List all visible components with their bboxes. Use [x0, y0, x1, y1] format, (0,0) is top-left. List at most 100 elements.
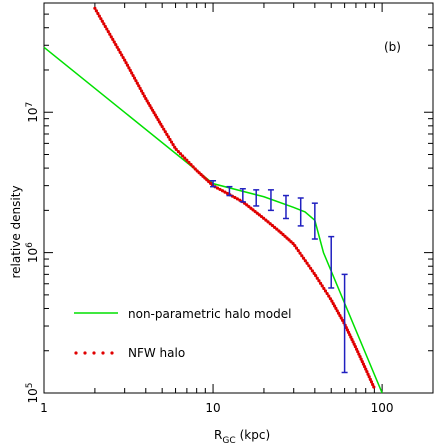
y-tick-label-exponent: 7	[25, 102, 35, 108]
legend-label-nfw: NFW halo	[128, 346, 185, 360]
series-dot-nfw	[220, 189, 225, 193]
series-dot-nfw	[349, 335, 353, 339]
series-dot-nfw	[341, 318, 345, 323]
series-dot-nfw	[125, 63, 130, 67]
series-dot-nfw	[153, 113, 157, 117]
series-dot-nfw	[131, 73, 135, 78]
series-dot-nfw	[99, 17, 103, 21]
series-dot-nfw	[132, 76, 137, 80]
x-tick-label: 100	[371, 401, 394, 415]
series-dot-nfw	[185, 158, 189, 162]
series-dot-nfw	[325, 291, 329, 296]
series-dot-nfw	[157, 120, 162, 124]
x-axis-label-sub: GC	[222, 436, 235, 446]
y-tick-label-base: 10	[26, 107, 40, 122]
series-dot-nfw	[275, 227, 279, 231]
series-dot-nfw	[335, 309, 339, 313]
series-dot-nfw	[317, 279, 321, 283]
series-dot-nfw	[130, 71, 134, 75]
series-dot-nfw	[115, 45, 119, 49]
series-dot-nfw	[121, 55, 125, 60]
y-axis-label: relative density	[9, 185, 23, 278]
series-dot-nfw	[366, 372, 370, 376]
y-tick-label: 105	[25, 382, 40, 403]
series-dot-nfw	[346, 330, 351, 334]
series-dot-nfw	[353, 344, 357, 349]
series-dot-nfw	[149, 106, 153, 110]
series-dot-nfw	[322, 286, 326, 291]
series-dot-nfw	[309, 266, 313, 270]
series-dot-nfw	[96, 11, 100, 16]
series-dot-nfw	[123, 58, 127, 62]
series-dot-nfw	[266, 220, 270, 224]
series-dot-nfw	[291, 241, 295, 246]
series-dot-nfw	[348, 333, 352, 337]
series-dot-nfw	[109, 35, 113, 39]
series-dot-nfw	[307, 264, 311, 268]
series-dot-nfw	[114, 42, 118, 47]
legend-swatch-dot	[74, 351, 78, 355]
series-dot-nfw	[360, 360, 364, 364]
legend-swatch-nfw	[74, 351, 114, 355]
series-dot-nfw	[151, 108, 155, 112]
series-dot-nfw	[357, 352, 361, 356]
series-dot-nfw	[137, 84, 141, 88]
y-tick-label: 106	[25, 242, 40, 263]
series-dot-nfw	[173, 145, 177, 149]
series-dot-nfw	[155, 115, 159, 119]
legend-label-model: non-parametric halo model	[128, 307, 291, 321]
series-dot-nfw	[100, 19, 104, 23]
series-dot-nfw	[354, 347, 359, 351]
series-dot-nfw	[359, 357, 363, 361]
series-dot-nfw	[339, 316, 343, 320]
series-dot-nfw	[303, 259, 307, 263]
series-dot-nfw	[128, 68, 132, 73]
series-dot-nfw	[301, 256, 306, 260]
series-dot-nfw	[235, 197, 239, 201]
series-dot-nfw	[233, 195, 237, 200]
legend-swatch-dot	[110, 351, 114, 355]
series-dot-nfw	[261, 216, 266, 220]
series-dot-nfw	[135, 81, 139, 85]
series-dot-nfw	[166, 135, 171, 139]
series-dot-nfw	[268, 222, 272, 226]
series-dot-nfw	[178, 152, 183, 156]
panel-label: (b)	[384, 40, 401, 54]
series-line-model	[43, 46, 383, 394]
series-dot-nfw	[171, 143, 175, 147]
series-dot-nfw	[350, 337, 354, 342]
series-dot-nfw	[112, 40, 116, 44]
series-dot-nfw	[106, 30, 110, 34]
series-dot-nfw	[145, 99, 149, 103]
series-dot-nfw	[144, 97, 148, 101]
series-dot-nfw	[364, 367, 368, 371]
series-dot-nfw	[139, 89, 144, 93]
series-dot-nfw	[298, 251, 302, 255]
series-dot-nfw	[102, 22, 106, 26]
series-dot-nfw	[148, 104, 152, 108]
series-dot-nfw	[159, 122, 163, 126]
series-dot-nfw	[160, 125, 164, 129]
series-dot-nfw	[218, 187, 222, 192]
series-dot-nfw	[310, 269, 314, 273]
series-dot-nfw	[189, 163, 193, 167]
series-dot-nfw	[118, 50, 122, 54]
series-dot-nfw	[361, 362, 366, 366]
series-dot-nfw	[103, 24, 107, 29]
series-dot-nfw	[124, 61, 128, 65]
series-dot-nfw	[215, 186, 220, 190]
series-dot-nfw	[332, 304, 337, 308]
series-dot-nfw	[111, 37, 115, 42]
series-dot-nfw	[358, 355, 362, 359]
series-dot-nfw	[369, 380, 374, 384]
series-dot-nfw	[152, 111, 156, 115]
series-dot-nfw	[362, 365, 367, 369]
series-dot-nfw	[146, 101, 151, 105]
series-dot-nfw	[264, 218, 268, 222]
series-dot-nfw	[334, 306, 338, 310]
series-dot-nfw	[328, 297, 332, 301]
series-dot-nfw	[330, 299, 334, 303]
series-dot-nfw	[338, 314, 342, 318]
series-dot-nfw	[367, 375, 371, 379]
